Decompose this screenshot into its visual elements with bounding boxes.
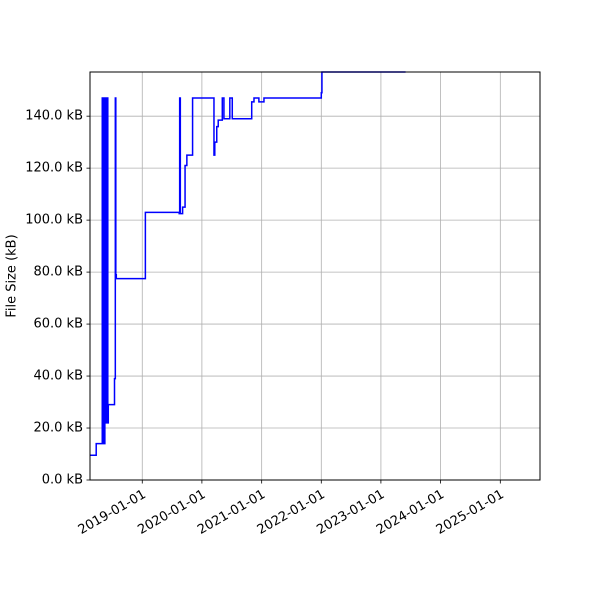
- y-tick-label: 40.0 kB: [33, 369, 83, 384]
- y-axis: 0.0 kB 20.0 kB 40.0 kB 60.0 kB 80.0 kB 100.0 …: [25, 109, 90, 488]
- y-tick-label: 80.0 kB: [33, 265, 83, 280]
- x-tick-label: 2025-01-01: [434, 487, 507, 538]
- y-axis-title: File Size (kB): [5, 234, 20, 317]
- y-tick-label: 20.0 kB: [33, 421, 83, 436]
- y-tick-label: 100.0 kB: [25, 213, 83, 228]
- y-tick-label: 140.0 kB: [25, 109, 83, 124]
- grid-lines: [90, 72, 540, 481]
- y-tick-label: 0.0 kB: [42, 473, 83, 488]
- series-line: [90, 71, 406, 457]
- x-axis: 2019-01-012020-01-012021-01-012022-01-01…: [76, 480, 507, 538]
- plot-frame: [89, 71, 541, 481]
- y-tick-label: 120.0 kB: [25, 161, 83, 176]
- y-tick-label: 60.0 kB: [33, 317, 83, 332]
